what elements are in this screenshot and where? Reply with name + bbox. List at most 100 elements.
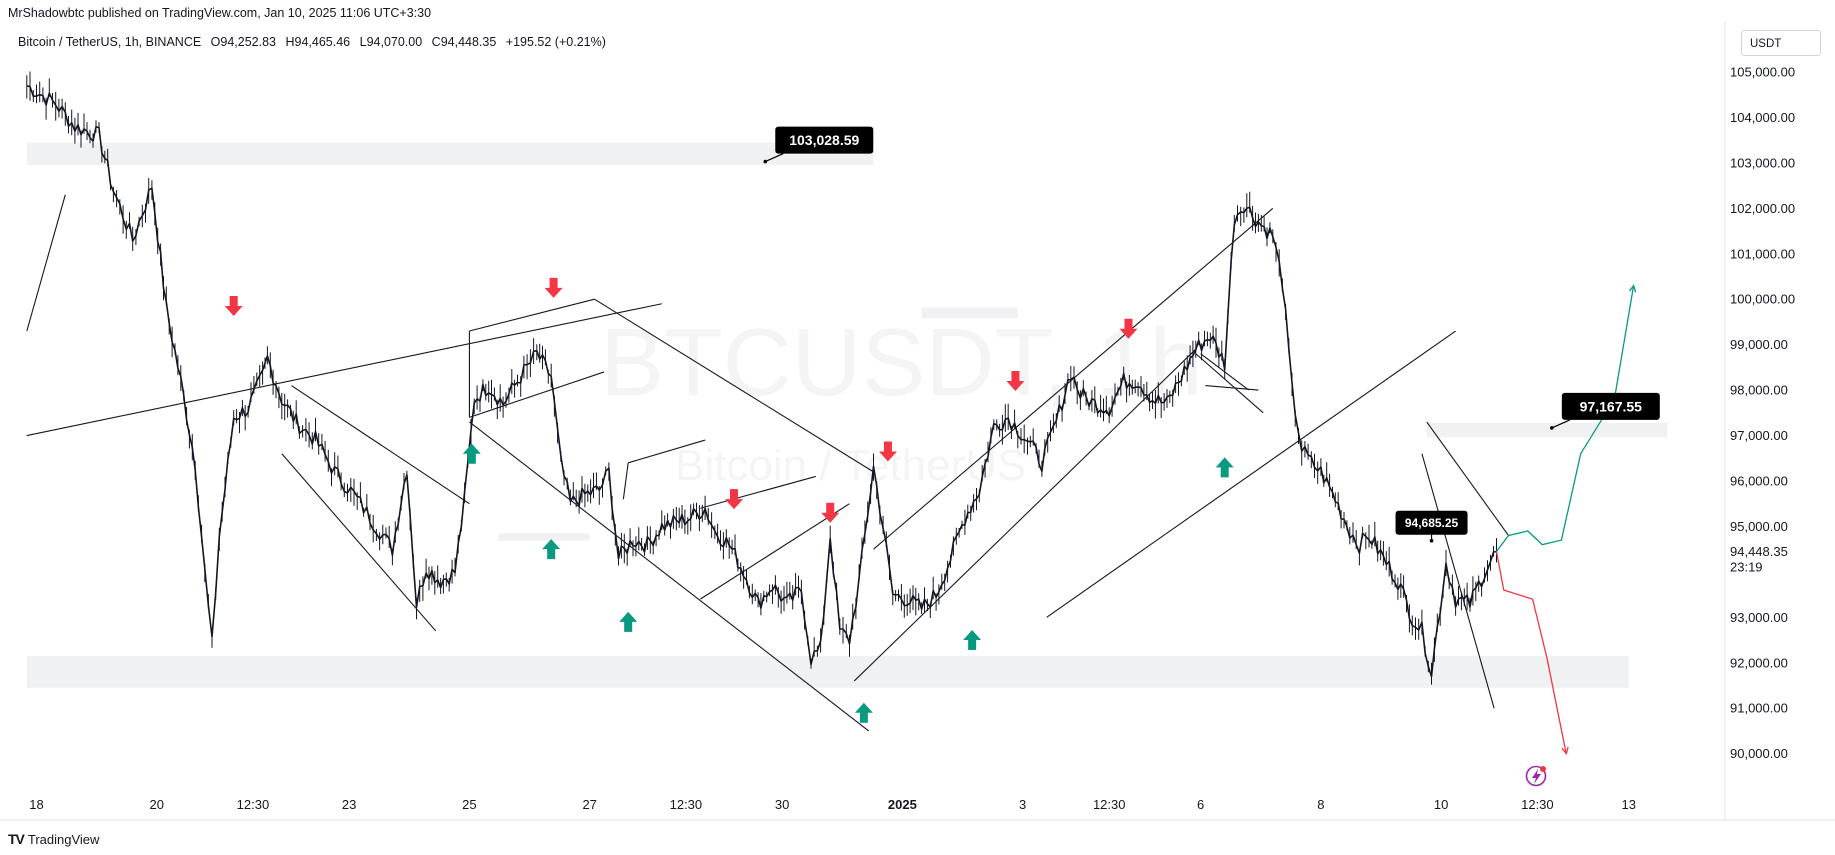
price-tick-label: 97,000.00: [1730, 428, 1788, 443]
trendline-6[interactable]: [469, 371, 605, 418]
ohlc-change: +195.52 (+0.21%): [505, 35, 606, 49]
trendline-11[interactable]: [700, 475, 816, 509]
time-tick-label: 20: [149, 797, 163, 812]
up-arrow-icon[interactable]: [619, 611, 638, 632]
watermark-ticker: BTCUSDT, 1h: [600, 309, 1203, 416]
price-axis[interactable]: 105,000.00 104,000.00 103,000.00 102,000.00…: [1730, 64, 1795, 761]
bearish-arrowhead: [1561, 746, 1569, 756]
trendline-10[interactable]: [622, 462, 629, 500]
time-tick-label: 12:30: [1521, 797, 1554, 812]
brand-name: TradingView: [27, 831, 100, 847]
callout-label: 97,167.55: [1580, 398, 1642, 414]
trendline-0[interactable]: [26, 194, 66, 332]
bearish-projection[interactable]: [1495, 551, 1567, 754]
trendline-3[interactable]: [281, 453, 437, 632]
time-tick-label: 30: [775, 797, 789, 812]
trendline-7[interactable]: [594, 298, 874, 473]
time-tick-label: 25: [462, 797, 476, 812]
up-arrow-icon[interactable]: [462, 443, 481, 464]
callout-anchor: [1550, 426, 1554, 430]
time-tick-label: 23: [342, 797, 356, 812]
trendline-8[interactable]: [469, 421, 870, 732]
zone-2[interactable]: [1426, 422, 1668, 438]
down-arrow-icon[interactable]: [544, 277, 563, 298]
down-arrow-icon[interactable]: [1006, 371, 1025, 392]
callout-pointer: [765, 153, 784, 163]
price-tick-label: 99,000.00: [1730, 337, 1788, 352]
up-arrow-icon[interactable]: [542, 539, 561, 560]
trendline-4[interactable]: [469, 298, 595, 332]
trendline-18[interactable]: [1195, 353, 1264, 414]
up-arrow-icon[interactable]: [1215, 457, 1234, 478]
ohlc-open: O94,252.83: [210, 35, 277, 49]
price-tick-label: 93,000.00: [1730, 610, 1788, 625]
price-callout[interactable]: 97,167.55: [1550, 392, 1660, 430]
price-tick-label: 92,000.00: [1730, 655, 1788, 670]
watermark: BTCUSDT, 1h Bitcoin / TetherUS: [600, 309, 1203, 490]
trendline-19[interactable]: [1426, 421, 1509, 536]
callout-box: [775, 126, 874, 154]
price-tick-label: 90,000.00: [1730, 746, 1788, 761]
tv-logo-icon: TV: [8, 831, 25, 847]
time-tick-label: 2025: [888, 797, 917, 812]
up-arrow-icon[interactable]: [963, 630, 982, 651]
trendline-20[interactable]: [1421, 453, 1495, 709]
time-tick-label: 12:30: [670, 797, 703, 812]
zone-0[interactable]: [26, 142, 874, 166]
time-tick-label: 6: [1197, 797, 1204, 812]
price-callout[interactable]: 94,685.25: [1395, 510, 1468, 543]
price-tick-label: 104,000.00: [1730, 110, 1795, 125]
price-tick-label: 100,000.00: [1730, 292, 1795, 307]
zone-1[interactable]: [921, 307, 1018, 319]
callout-anchor: [1429, 538, 1434, 543]
last-price-label: 94,448.35: [1730, 544, 1788, 559]
ohlc-high: H94,465.46: [285, 35, 351, 49]
down-arrow-icon[interactable]: [1119, 318, 1138, 339]
time-tick-label: 12:30: [1093, 797, 1126, 812]
tradingview-logo[interactable]: TV TradingView: [8, 831, 99, 847]
trendline-9[interactable]: [628, 439, 706, 464]
zones-layer: [26, 142, 1668, 688]
currency-selector[interactable]: USDT: [1741, 30, 1821, 56]
callout-label: 94,685.25: [1405, 516, 1459, 530]
down-arrow-icon[interactable]: [878, 441, 897, 462]
callout-box: [1561, 392, 1660, 420]
callout-pointer: [1551, 419, 1571, 429]
down-arrow-icon[interactable]: [224, 296, 243, 317]
zone-3[interactable]: [26, 655, 1629, 688]
time-tick-label: 10: [1434, 797, 1448, 812]
price-tick-label: 103,000.00: [1730, 155, 1795, 170]
price-tick-label: 91,000.00: [1730, 701, 1788, 716]
bar-countdown-label: 23:19: [1730, 559, 1763, 574]
trendline-2[interactable]: [291, 385, 470, 505]
price-tick-label: 102,000.00: [1730, 201, 1795, 216]
trendline-15[interactable]: [1046, 330, 1456, 618]
time-tick-label: 13: [1622, 797, 1636, 812]
signal-arrows-layer: [224, 277, 1234, 723]
price-tick-label: 101,000.00: [1730, 246, 1795, 261]
price-tick-label: 96,000.00: [1730, 473, 1788, 488]
up-arrow-icon[interactable]: [854, 702, 873, 723]
ohlc-close: C94,448.35: [431, 35, 497, 49]
candles-layer: [26, 71, 1497, 685]
price-tick-label: 98,000.00: [1730, 383, 1788, 398]
price-tick-label: 105,000.00: [1730, 64, 1795, 79]
price-callout[interactable]: 103,028.59: [763, 126, 874, 164]
callout-anchor: [763, 159, 768, 164]
trendline-12[interactable]: [700, 503, 850, 600]
trendline-17[interactable]: [1205, 385, 1259, 391]
callout-box: [1395, 510, 1468, 535]
time-tick-label: 18: [29, 797, 43, 812]
callout-label: 103,028.59: [789, 132, 859, 148]
bullish-arrowhead: [1628, 284, 1637, 293]
lightning-icon[interactable]: [1525, 765, 1547, 787]
price-series[interactable]: [26, 85, 1497, 678]
symbol-name[interactable]: Bitcoin / TetherUS, 1h, BINANCE: [18, 35, 202, 49]
trendline-13[interactable]: [853, 348, 1197, 682]
trendline-1[interactable]: [26, 303, 662, 437]
down-arrow-icon[interactable]: [821, 502, 840, 523]
down-arrow-icon[interactable]: [725, 489, 744, 510]
zone-4[interactable]: [498, 533, 590, 541]
time-axis[interactable]: 18 20 12:30 23 25 27 12:30 30 2025 3 12:30 6 8 10 12:3…: [29, 797, 1636, 812]
